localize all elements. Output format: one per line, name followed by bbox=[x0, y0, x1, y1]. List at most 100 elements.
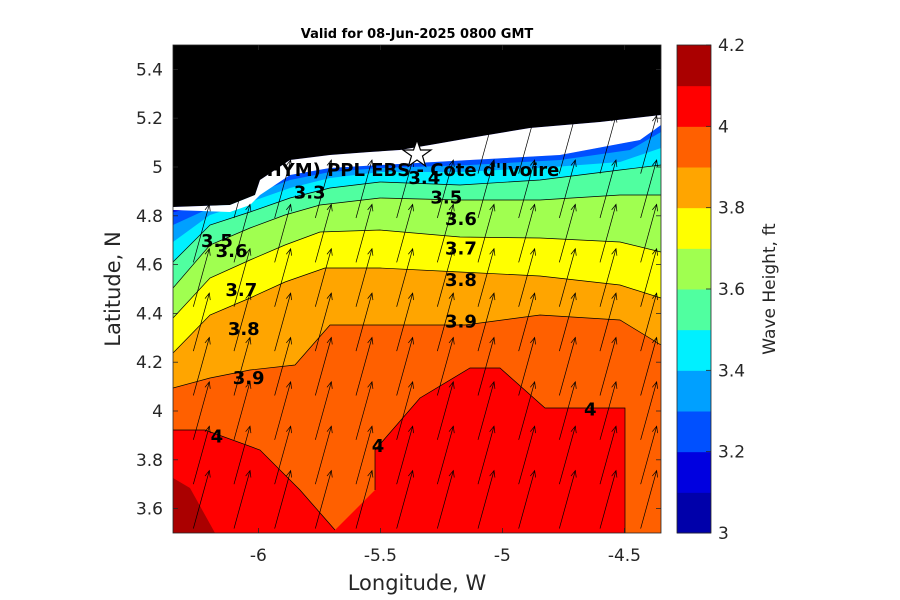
y-axis-label: Latitude, N bbox=[101, 231, 125, 347]
y-tick-label: 4 bbox=[152, 402, 163, 422]
wave-arrow bbox=[640, 337, 658, 396]
wave-arrow bbox=[314, 381, 332, 440]
contour-labels: 3.33.43.53.53.63.63.73.7 3.83.8 3.93.94 44 bbox=[201, 168, 597, 457]
contour-label: 3.3 bbox=[294, 182, 326, 203]
wave-arrow bbox=[518, 381, 536, 440]
contour-label: 3.5 bbox=[430, 187, 462, 208]
wave-arrow-head bbox=[652, 292, 658, 301]
wave-arrow bbox=[274, 248, 292, 307]
wave-arrow bbox=[558, 337, 576, 396]
wave-arrow bbox=[436, 381, 454, 440]
y-tick-label: 4.6 bbox=[136, 256, 163, 276]
colorbar-tick-label: 3 bbox=[718, 524, 729, 544]
wave-arrow-head bbox=[448, 247, 455, 256]
wave-arrow-head bbox=[367, 380, 374, 389]
wave-arrow-head bbox=[286, 469, 292, 478]
colorbar-segment bbox=[677, 329, 711, 371]
wave-arrow bbox=[396, 293, 414, 352]
wave-arrow bbox=[599, 115, 617, 174]
station-star-icon bbox=[401, 138, 433, 168]
station-label: (ONHYM) PPL EBS - Cote d'Ivoire bbox=[228, 160, 559, 181]
contour-label: 3.9 bbox=[445, 312, 477, 333]
wave-arrow bbox=[436, 470, 454, 529]
wave-arrow-head bbox=[530, 425, 536, 434]
wave-arrow bbox=[396, 248, 414, 307]
colorbar-segment bbox=[677, 451, 711, 493]
wave-arrow-head bbox=[530, 469, 536, 478]
wave-arrow bbox=[518, 248, 536, 307]
wave-arrow bbox=[314, 248, 332, 307]
wave-arrow-head bbox=[570, 114, 577, 123]
wave-arrow bbox=[314, 204, 332, 263]
wave-arrow bbox=[192, 204, 210, 263]
wave-arrow-head bbox=[448, 159, 455, 168]
wave-arrow bbox=[355, 248, 373, 307]
wave-arrow bbox=[477, 470, 495, 529]
wave-arrow-head bbox=[245, 469, 252, 478]
wave-arrow bbox=[192, 293, 210, 352]
wave-arrow bbox=[640, 381, 658, 440]
band-4.1-4.2 bbox=[173, 478, 215, 533]
wave-arrow-head bbox=[204, 336, 211, 345]
wave-arrow-head bbox=[408, 469, 414, 478]
wave-arrow-head bbox=[286, 425, 292, 434]
wave-arrow bbox=[599, 381, 617, 440]
wave-arrow-head bbox=[611, 159, 618, 168]
wave-arrow bbox=[558, 293, 576, 352]
contour-label: 3.5 bbox=[201, 231, 233, 252]
wave-arrow-head bbox=[204, 292, 211, 301]
wave-arrow bbox=[233, 337, 251, 396]
y-tick-label: 3.8 bbox=[136, 451, 163, 471]
wave-arrow bbox=[558, 426, 576, 485]
wave-arrow bbox=[599, 204, 617, 263]
wave-arrow bbox=[436, 337, 454, 396]
wave-arrow-head bbox=[408, 336, 414, 345]
wave-direction-arrows bbox=[192, 114, 658, 529]
wave-arrow bbox=[233, 159, 251, 219]
wave-arrow bbox=[355, 470, 373, 529]
wave-arrow bbox=[640, 248, 658, 307]
wave-arrow-head bbox=[530, 336, 536, 345]
wave-arrow bbox=[558, 470, 576, 529]
wave-arrow-head bbox=[489, 336, 496, 345]
wave-arrow-head bbox=[367, 203, 374, 212]
coastline bbox=[173, 115, 661, 212]
wave-arrow-head bbox=[611, 469, 618, 478]
wave-arrow-head bbox=[652, 114, 658, 123]
wave-arrow bbox=[640, 204, 658, 263]
wave-arrow bbox=[518, 115, 536, 174]
contour-lines bbox=[173, 164, 661, 533]
wave-arrow bbox=[314, 337, 332, 396]
colorbar-tick-label: 4.2 bbox=[718, 36, 745, 56]
wave-arrow-head bbox=[408, 247, 414, 256]
wave-arrow-head bbox=[448, 380, 455, 389]
wave-arrow-head bbox=[326, 425, 333, 434]
wave-arrow bbox=[518, 293, 536, 352]
wave-arrow bbox=[558, 381, 576, 440]
plot-area: (ONHYM) PPL EBS - Cote d'Ivoire 3.33.43.… bbox=[173, 45, 661, 533]
wave-arrow-head bbox=[530, 114, 536, 123]
wave-arrow-head bbox=[448, 203, 455, 212]
wave-arrow-head bbox=[530, 380, 536, 389]
wave-arrow bbox=[233, 248, 251, 307]
wave-arrow-head bbox=[408, 203, 414, 212]
wave-arrow bbox=[314, 470, 332, 529]
x-tick-label: -4.5 bbox=[608, 546, 641, 566]
wave-arrow-head bbox=[204, 380, 211, 389]
wave-arrow-head bbox=[448, 292, 455, 301]
wave-arrow bbox=[436, 426, 454, 485]
wave-arrow bbox=[355, 204, 373, 263]
wave-arrow-head bbox=[367, 292, 374, 301]
wave-arrow-head bbox=[204, 425, 211, 434]
wave-arrow-head bbox=[326, 292, 333, 301]
contour-line-3.7 bbox=[173, 229, 661, 319]
wave-arrow bbox=[436, 293, 454, 352]
wave-arrow-head bbox=[448, 469, 455, 478]
contour-label: 3.7 bbox=[445, 239, 477, 260]
wave-arrow bbox=[274, 337, 292, 396]
y-tick-label: 4.2 bbox=[136, 353, 163, 373]
colorbar-tick-label: 4 bbox=[718, 117, 729, 137]
contour-line-3.6 bbox=[173, 194, 661, 289]
wave-arrow bbox=[436, 159, 454, 219]
contour-line-3.8 bbox=[173, 267, 661, 354]
